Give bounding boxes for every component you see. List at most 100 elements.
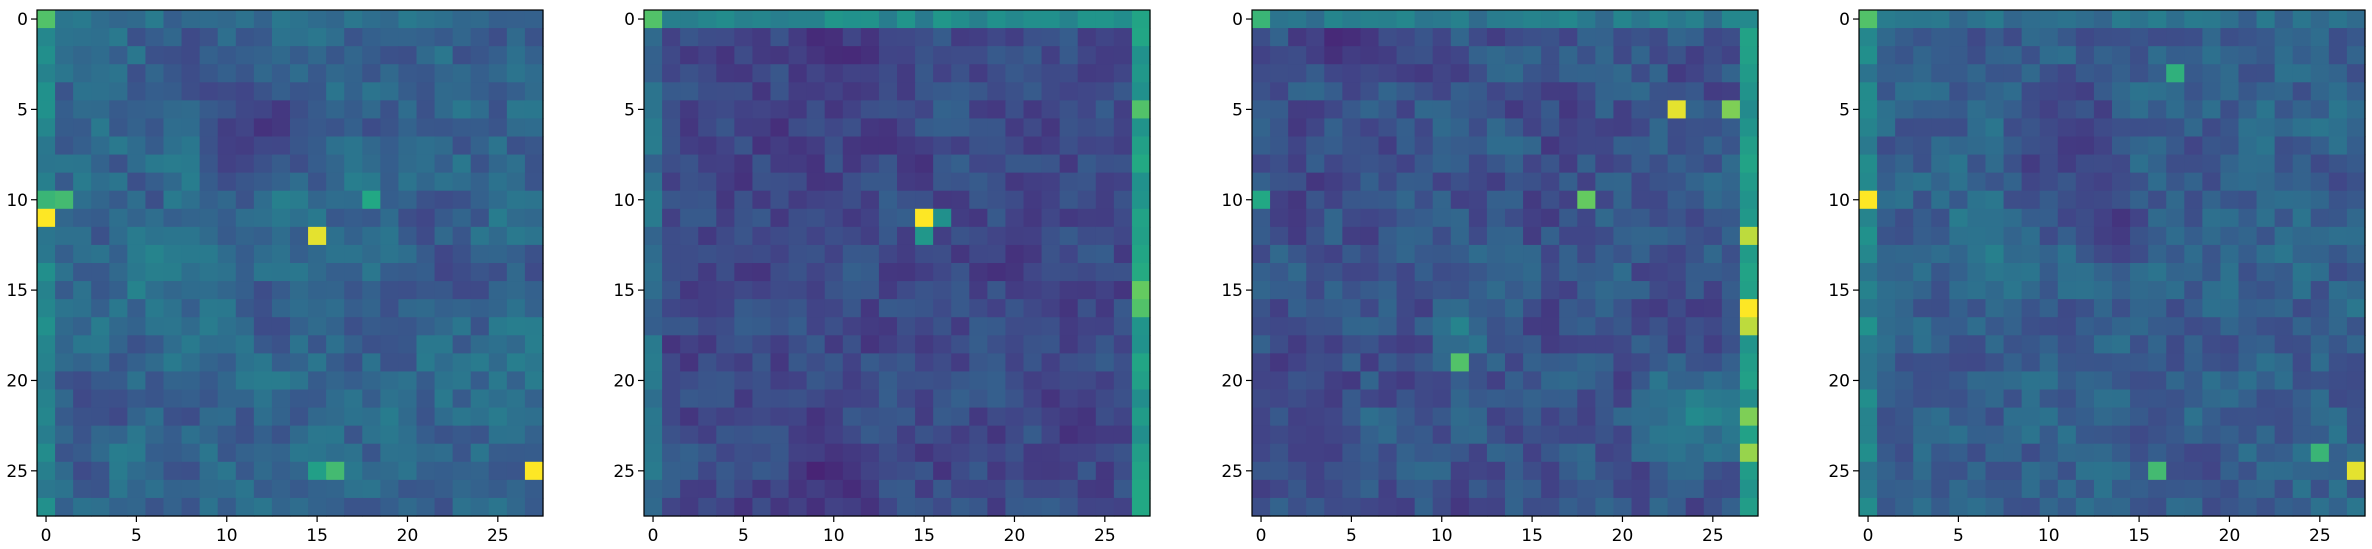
heatmap-cell <box>1667 100 1687 120</box>
heatmap-cell <box>434 461 454 481</box>
heatmap-cell <box>470 208 490 228</box>
heatmap-cell <box>897 479 916 499</box>
heatmap-cell <box>1967 226 1987 246</box>
heatmap-cell <box>308 353 327 373</box>
heatmap-cell <box>2238 190 2258 210</box>
heatmap-cell <box>1288 190 1307 210</box>
heatmap-cell <box>2184 263 2203 282</box>
heatmap-cell <box>1931 100 1950 120</box>
heatmap-cell <box>860 190 880 210</box>
heatmap-cell <box>362 190 381 210</box>
heatmap-cell <box>1649 64 1669 83</box>
heatmap-cell <box>217 407 237 427</box>
heatmap-cell <box>2021 226 2041 246</box>
heatmap-cell <box>788 407 808 427</box>
heatmap-cell <box>1414 226 1434 246</box>
heatmap-cell <box>1270 389 1289 409</box>
heatmap-cell <box>1685 226 1705 246</box>
heatmap-cell <box>1913 263 1932 282</box>
heatmap-cell <box>2256 82 2276 101</box>
heatmap-cell <box>253 118 273 138</box>
heatmap-cell <box>933 425 952 445</box>
heatmap-cell <box>1859 190 1878 210</box>
heatmap-cell <box>217 461 237 481</box>
y-tick-label: 5 <box>1839 100 1850 120</box>
x-tick-label: 20 <box>1612 526 1634 546</box>
heatmap-cell <box>1023 10 1043 29</box>
heatmap-cell <box>1685 172 1705 192</box>
heatmap-cell <box>1396 353 1416 373</box>
heatmap-cell <box>2093 425 2113 445</box>
heatmap-cell <box>1041 371 1061 391</box>
heatmap-cell <box>1595 497 1615 517</box>
heatmap-cell <box>2003 425 2023 445</box>
heatmap-cell <box>1252 425 1271 445</box>
heatmap-cell <box>1703 100 1723 120</box>
heatmap-cell <box>181 461 201 481</box>
heatmap-cell <box>1877 371 1896 391</box>
heatmap-cell <box>933 118 952 138</box>
x-tick-label: 0 <box>41 526 52 546</box>
heatmap-cell <box>1131 190 1151 210</box>
heatmap-cell <box>1468 497 1488 517</box>
heatmap-cell <box>915 172 934 192</box>
heatmap-cell <box>1450 226 1470 246</box>
heatmap-cell <box>2202 136 2222 156</box>
heatmap-cell <box>969 46 988 65</box>
heatmap-cell <box>1703 244 1723 264</box>
heatmap-cell <box>1541 46 1560 65</box>
heatmap-cell <box>770 443 790 463</box>
heatmap-cell <box>1985 136 2005 156</box>
heatmap-cell <box>842 136 862 156</box>
heatmap-cell <box>344 425 363 445</box>
heatmap-cell <box>290 497 309 517</box>
heatmap-cell <box>1342 425 1362 445</box>
heatmap-cell <box>2328 46 2348 65</box>
heatmap-cell <box>1631 407 1651 427</box>
heatmap-cell <box>1077 335 1097 354</box>
heatmap-cell <box>680 317 699 336</box>
heatmap-cell <box>434 479 454 499</box>
heatmap-cell <box>806 154 826 174</box>
heatmap-cell <box>860 317 880 336</box>
heatmap-cell <box>1432 371 1452 391</box>
heatmap-cell <box>752 226 772 246</box>
heatmap-cell <box>1432 461 1452 481</box>
heatmap-cell <box>2021 136 2041 156</box>
heatmap-cell <box>1739 479 1759 499</box>
heatmap-cell <box>2310 154 2330 174</box>
heatmap-cell <box>398 208 418 228</box>
heatmap-cell <box>1324 172 1343 192</box>
heatmap-cell <box>1306 407 1325 427</box>
heatmap-cell <box>1095 281 1115 300</box>
heatmap-cell <box>915 443 934 463</box>
heatmap-cell <box>1324 28 1343 47</box>
heatmap-cell <box>1432 190 1452 210</box>
heatmap-cell <box>253 407 273 427</box>
heatmap-cell <box>1414 154 1434 174</box>
heatmap-cell <box>2184 136 2203 156</box>
heatmap-cell <box>398 226 418 246</box>
heatmap-cell <box>2093 226 2113 246</box>
heatmap-cell <box>806 335 826 354</box>
heatmap-cell <box>73 263 92 282</box>
heatmap-cell <box>37 263 56 282</box>
heatmap-cell <box>2274 46 2294 65</box>
heatmap-cell <box>1505 100 1524 120</box>
heatmap-cell <box>951 407 970 427</box>
heatmap-cell <box>2328 244 2348 264</box>
heatmap-cell <box>434 317 454 336</box>
heatmap-cell <box>2292 154 2312 174</box>
heatmap-cell <box>1396 461 1416 481</box>
heatmap-cell <box>1360 299 1380 318</box>
heatmap-cell <box>1306 100 1325 120</box>
heatmap-cell <box>915 461 934 481</box>
heatmap-cell <box>1306 353 1325 373</box>
heatmap-cell <box>951 335 970 354</box>
heatmap-cell <box>434 335 454 354</box>
heatmap-cell <box>824 497 844 517</box>
heatmap-cell <box>969 118 988 138</box>
heatmap-cell <box>2166 425 2185 445</box>
heatmap-cell <box>55 208 74 228</box>
heatmap-cell <box>1113 443 1133 463</box>
